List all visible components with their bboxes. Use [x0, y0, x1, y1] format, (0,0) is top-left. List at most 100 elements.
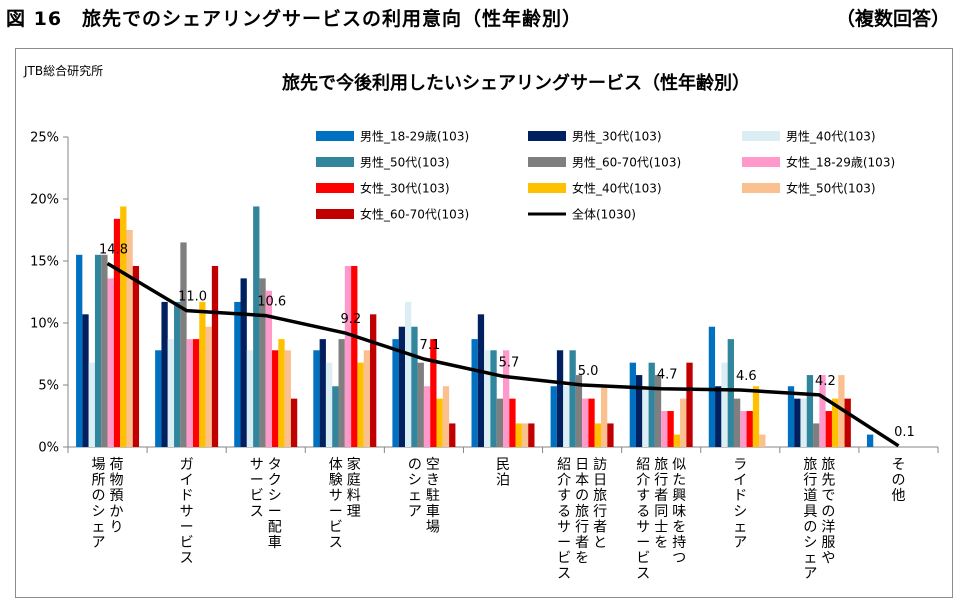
y-tick-label: 25% [30, 131, 59, 146]
legend-label: 女性_60-70代(103) [360, 207, 469, 222]
category-label-char: や [821, 551, 835, 567]
bar [246, 350, 254, 447]
bar [528, 423, 535, 447]
category-label-char: 味 [672, 504, 686, 520]
category-label-char: る [636, 504, 650, 520]
category-label-char: の [575, 488, 589, 504]
legend-label: 男性_40代(103) [786, 130, 876, 144]
category-label-char: サ [180, 504, 194, 520]
bar [392, 339, 399, 447]
category-label-char: 行 [575, 519, 589, 535]
total-data-label: 14.8 [99, 243, 128, 258]
bar [290, 398, 298, 447]
category-label-char: き [426, 473, 440, 489]
bar [338, 339, 345, 447]
bar [278, 339, 285, 447]
total-data-label: 11.0 [178, 290, 207, 305]
category-label-char: 空 [426, 457, 440, 473]
category-label-char: た [672, 473, 686, 489]
bar [82, 314, 89, 447]
category-label-char: ア [408, 504, 422, 520]
category-label-char: と [593, 535, 607, 551]
bar [471, 339, 478, 447]
bar [205, 326, 212, 447]
bar [661, 411, 668, 447]
total-data-label: 4.6 [736, 369, 757, 384]
total-data-label: 5.7 [499, 355, 520, 370]
total-series-line [106, 261, 900, 448]
bar [417, 362, 424, 447]
category-label-char: 場 [92, 457, 106, 473]
category-label: 民泊 [496, 457, 510, 489]
category-label: タクシー配車 [268, 457, 282, 551]
category-label-char: ェ [803, 551, 817, 567]
bar [155, 350, 162, 447]
bar [161, 301, 168, 447]
y-tick-label: 10% [30, 317, 59, 332]
bar [449, 423, 456, 447]
category-label-char: シ [733, 504, 747, 520]
bar [477, 314, 485, 447]
category-label: 旅行者同士を [654, 457, 668, 551]
category-label-char: 者 [654, 488, 668, 504]
bar [648, 362, 655, 447]
bar [265, 290, 273, 447]
category-label-char: 先 [821, 473, 835, 489]
category-label-char: イ [733, 473, 747, 489]
category-label-char: つ [672, 551, 686, 567]
legend-swatch [316, 131, 354, 141]
bar [503, 350, 510, 447]
category-label: ガイドサービス [180, 457, 194, 567]
category-label-char: ド [180, 488, 194, 504]
category-label-char: 場 [426, 519, 440, 535]
legend-swatch [528, 131, 566, 141]
category-label: 荷物預かり [110, 457, 124, 535]
category-label-char: ス [636, 566, 650, 582]
category-label-char: 民 [496, 457, 510, 473]
bar [831, 398, 839, 447]
bar [794, 398, 801, 447]
bar [721, 362, 728, 447]
bar [819, 375, 826, 447]
category-label: 訪日旅行者と [593, 457, 607, 551]
category-label-char: サ [557, 519, 571, 535]
category-label-char: 具 [803, 504, 817, 520]
category-label: その他 [892, 457, 906, 504]
bar [733, 398, 741, 447]
category-label-char: シ [803, 535, 817, 551]
category-label-char: を [654, 535, 668, 551]
category-label-char: 服 [821, 535, 835, 551]
category-label-char: 旅 [821, 457, 835, 473]
y-tick-label: 0% [38, 441, 59, 456]
bar [708, 326, 716, 447]
category-label: ライドシェア [733, 457, 747, 551]
bar [259, 278, 266, 447]
bar [313, 350, 320, 447]
bar [813, 423, 820, 447]
category-label-char: 行 [803, 473, 817, 489]
category-label-char: ー [268, 504, 282, 520]
category-label-char: 験 [329, 473, 343, 489]
total-data-label: 9.2 [340, 312, 361, 327]
bar [180, 242, 187, 447]
category-label-char: ク [268, 473, 282, 489]
bar [319, 339, 326, 447]
category-label-char: ア [92, 535, 106, 551]
category-label-char: の [92, 488, 106, 504]
category-label-char: す [636, 488, 650, 504]
category-label-char: 旅 [575, 504, 589, 520]
category-label: 似た興味を持つ [672, 457, 686, 567]
category-label-char: ビ [329, 519, 343, 535]
category-label-char: 家 [347, 456, 361, 473]
bar [680, 398, 687, 447]
category-label: 場所のシェア [92, 457, 106, 551]
chart-title: 旅先で今後利用したいシェアリングサービス（性年齢別） [282, 72, 750, 94]
legend-label: 男性_50代(103) [360, 156, 450, 170]
bar [556, 350, 564, 447]
bar [569, 350, 576, 447]
bar [186, 339, 193, 447]
category-label-char: ー [250, 473, 264, 489]
category-label-char: 興 [672, 488, 686, 504]
legend-label: 男性_60-70代(103) [572, 156, 681, 170]
category-label-char: 同 [654, 504, 668, 520]
